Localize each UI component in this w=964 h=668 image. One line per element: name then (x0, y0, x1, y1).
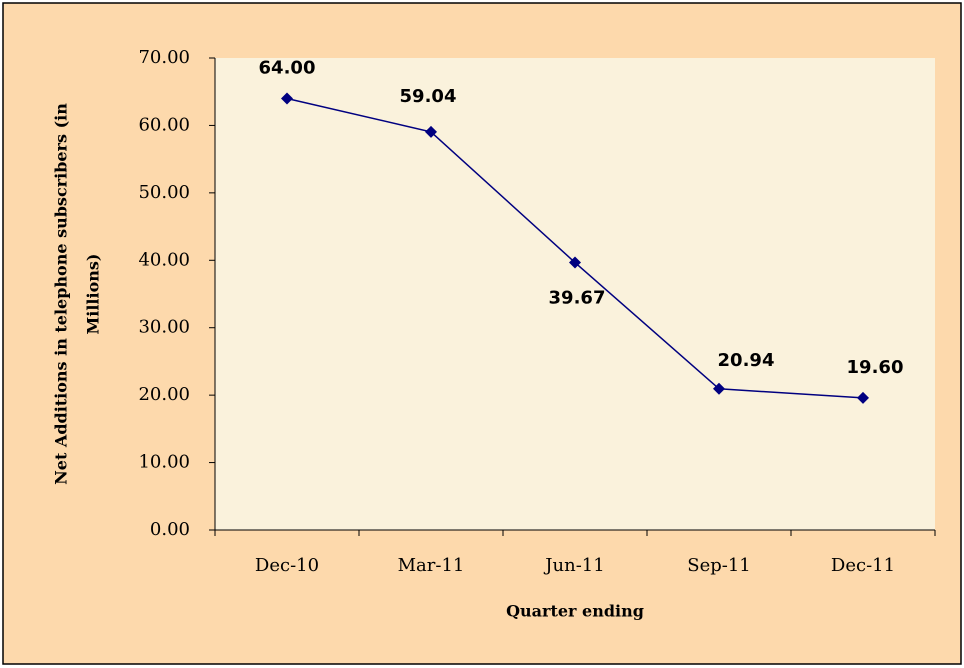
y-tick-label: 50.00 (138, 182, 190, 203)
y-axis-title: Millions) (84, 254, 103, 335)
y-tick-label: 20.00 (138, 384, 190, 405)
y-tick-label: 70.00 (138, 47, 190, 68)
x-tick-label: Jun-11 (543, 555, 604, 576)
x-tick-label: Mar-11 (398, 555, 465, 576)
marker (425, 125, 437, 138)
plot-area (215, 58, 935, 530)
y-tick-label: 60.00 (138, 114, 190, 135)
y-tick-label: 0.00 (150, 519, 190, 540)
marker (281, 92, 293, 105)
x-tick-label: Dec-10 (255, 555, 319, 576)
marker (857, 391, 869, 404)
marker (713, 382, 725, 395)
y-axis-title: Net Additions in telephone subscribers (… (52, 103, 71, 485)
data-label: 64.00 (259, 57, 316, 78)
data-label: 39.67 (549, 288, 606, 309)
x-tick-label: Dec-11 (831, 555, 895, 576)
y-tick-label: 30.00 (138, 317, 190, 338)
y-tick-label: 10.00 (138, 452, 190, 473)
x-axis-title: Quarter ending (506, 602, 644, 621)
y-tick-label: 40.00 (138, 249, 190, 270)
x-tick-label: Sep-11 (687, 555, 751, 576)
data-label: 19.60 (847, 357, 904, 378)
data-label: 59.04 (400, 86, 457, 107)
data-label: 20.94 (718, 350, 775, 371)
marker (569, 256, 581, 269)
